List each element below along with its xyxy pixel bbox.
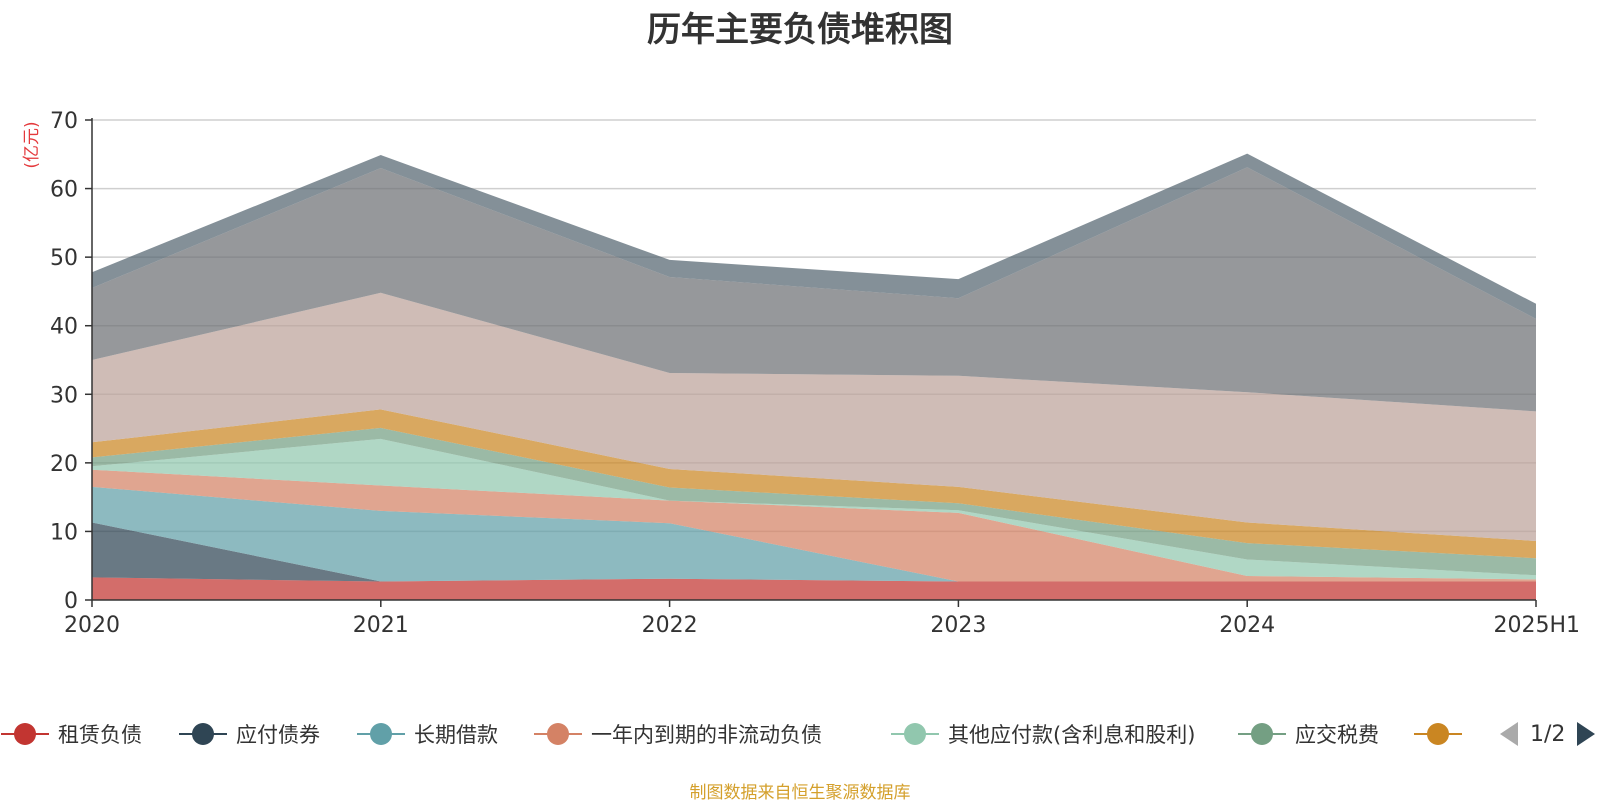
legend-marker-icon [891, 723, 939, 745]
area-series-2 [92, 486, 1536, 582]
legend-label: 租赁负债 [58, 723, 142, 747]
area-series-8 [92, 167, 1536, 412]
legend-marker-icon [1238, 723, 1286, 745]
legend-marker-icon [1414, 723, 1462, 745]
x-tick-label: 2020 [64, 613, 120, 638]
legend-item[interactable]: 其他应付款(含利息和股利) [890, 716, 1195, 752]
legend-item[interactable]: 租赁负债 [0, 716, 142, 752]
legend-page-indicator: 1/2 [1530, 721, 1566, 747]
prev-page-icon[interactable] [1498, 720, 1520, 748]
chart-title: 历年主要负债堆积图 [647, 10, 953, 50]
y-tick-label: 30 [50, 383, 78, 408]
legend-marker-icon [534, 723, 582, 745]
legend-label: 一年内到期的非流动负债 [591, 723, 822, 747]
y-tick-label: 40 [50, 315, 78, 340]
area-series-0 [92, 577, 1536, 600]
x-tick-label: 2022 [642, 613, 698, 638]
area-series-7 [92, 292, 1536, 541]
legend-marker-icon [1, 723, 49, 745]
data-source-note: 制图数据来自恒生聚源数据库 [689, 783, 911, 803]
x-tick-label: 2024 [1219, 613, 1275, 638]
area-series-4 [92, 438, 1536, 580]
area-series-9 [92, 153, 1536, 319]
legend-label: 应交税费 [1295, 723, 1379, 747]
area-series [92, 153, 1536, 600]
legend-marker-icon [357, 723, 405, 745]
x-tick-label: 2023 [930, 613, 986, 638]
legend-item[interactable]: 应付债券 [178, 716, 320, 752]
y-tick-label: 10 [50, 520, 78, 545]
legend-items: 租赁负债 应付债券 长期借款 一年内到期的非流动负债 其他应付款(含利息和股利) 应交税费… [0, 716, 1470, 752]
area-series-1 [92, 522, 1536, 582]
y-tick-label: 20 [50, 452, 78, 477]
area-series-5 [92, 427, 1536, 576]
y-tick-label: 0 [64, 589, 78, 614]
y-tick-label: 50 [50, 246, 78, 271]
y-tick-label: 70 [50, 109, 78, 134]
area-series-6 [92, 409, 1536, 559]
legend: 租赁负债 应付债券 长期借款 一年内到期的非流动负债 其他应付款(含利息和股利) 应交税费… [0, 716, 1600, 752]
next-page-icon[interactable] [1575, 720, 1597, 748]
area-series-3 [92, 469, 1536, 582]
legend-marker-icon [179, 723, 227, 745]
x-tick-label: 2021 [353, 613, 409, 638]
legend-item[interactable]: 一年内到期的非流动负债 [533, 716, 822, 752]
legend-label: 其他应付款(含利息和股利) [948, 723, 1196, 747]
axes: 0 10 20 30 40 50 60 70 2020 2021 2022 2023 2024 2025H… [50, 109, 1580, 638]
y-tick-label: 60 [50, 178, 78, 203]
stacked-area-chart: 0 10 20 30 40 50 60 70 2020 2021 2022 2023 2024 2025H… [22, 109, 1580, 638]
y-axis-label: (亿元) [22, 121, 42, 168]
legend-item[interactable]: 应付账款 [1413, 716, 1470, 752]
x-tick-label: 2025H1 [1493, 613, 1580, 638]
legend-item[interactable]: 应交税费 [1237, 716, 1379, 752]
legend-label: 长期借款 [414, 723, 498, 747]
legend-pager: 1/2 [1498, 716, 1597, 752]
legend-label: 应付债券 [236, 723, 320, 747]
legend-item[interactable]: 长期借款 [356, 716, 498, 752]
